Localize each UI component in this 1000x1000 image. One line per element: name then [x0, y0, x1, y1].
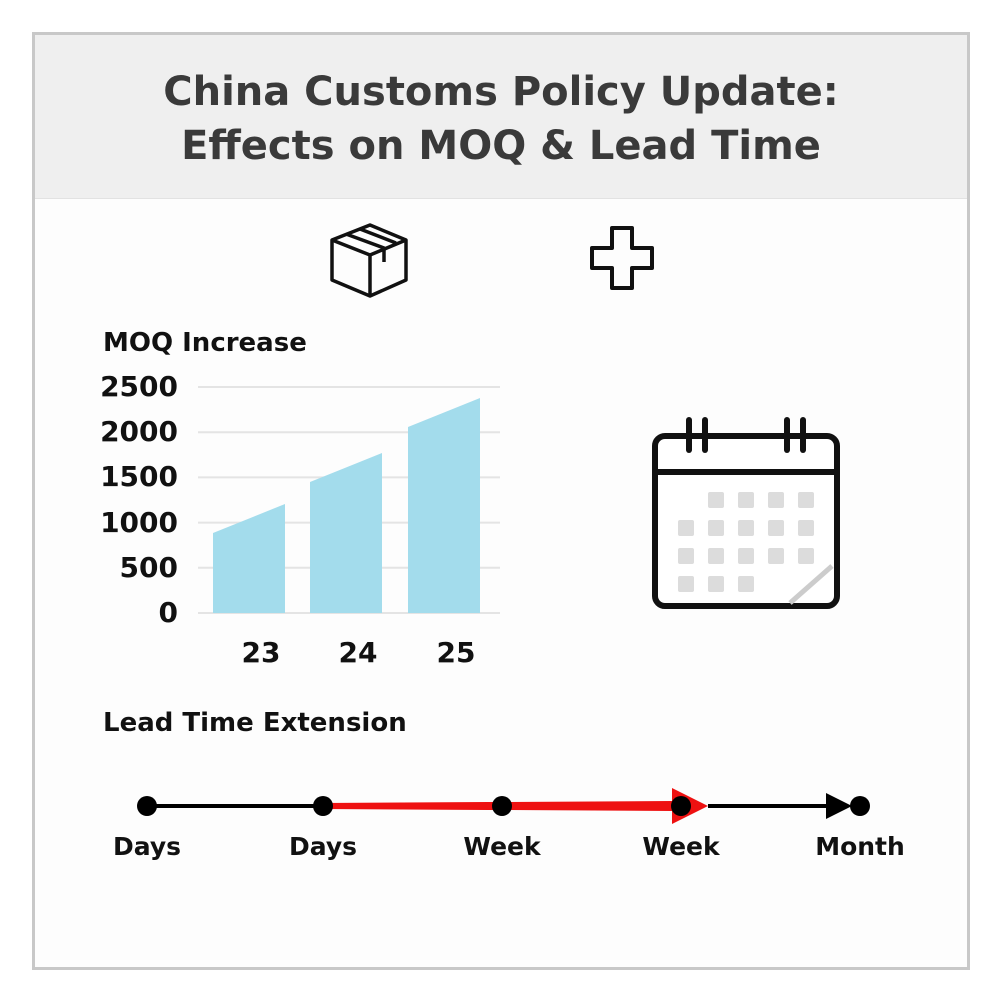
timeline-label: Week	[642, 832, 720, 861]
calendar-day	[678, 548, 694, 564]
y-tick-label: 500	[119, 550, 178, 584]
timeline-point	[492, 796, 512, 816]
y-tick-label: 2000	[100, 415, 178, 449]
y-tick-label: 1000	[100, 505, 178, 539]
calendar-day	[738, 548, 754, 564]
calendar-day	[798, 492, 814, 508]
timeline-point	[671, 796, 691, 816]
y-tick-label: 1500	[100, 460, 178, 494]
timeline-label: Week	[463, 832, 541, 861]
timeline-label: Month	[815, 832, 905, 861]
x-tick-label: 23	[241, 636, 281, 669]
timeline-extension-arrow	[323, 788, 708, 824]
calendar-day	[738, 492, 754, 508]
timeline-end-arrow	[826, 793, 852, 819]
calendar-day	[738, 520, 754, 536]
timeline-label: Days	[288, 832, 358, 861]
calendar-day	[738, 576, 754, 592]
calendar-icon	[652, 417, 840, 609]
title-line-2: Effects on MOQ & Lead Time	[181, 123, 821, 169]
calendar-day	[708, 576, 724, 592]
header: China Customs Policy Update: Effects on …	[35, 35, 967, 199]
timeline-title: Lead Time Extension	[103, 708, 407, 738]
x-tick-label: 25	[436, 636, 476, 669]
timeline-point	[313, 796, 333, 816]
x-tick-label: 24	[338, 636, 378, 669]
title-line-1: China Customs Policy Update:	[163, 69, 839, 115]
box-icon	[330, 223, 408, 298]
timeline-point	[137, 796, 157, 816]
calendar-day	[768, 492, 784, 508]
calendar-day	[798, 520, 814, 536]
calendar-day	[708, 548, 724, 564]
y-tick-label: 2500	[100, 370, 178, 403]
bar-23	[213, 503, 285, 613]
calendar-day	[768, 548, 784, 564]
calendar-day	[708, 492, 724, 508]
chart-title: MOQ Increase	[103, 328, 307, 358]
plus-icon	[590, 226, 654, 290]
calendar-day	[678, 576, 694, 592]
calendar-day	[798, 548, 814, 564]
calendar-day	[678, 520, 694, 536]
bar-25	[408, 398, 480, 613]
calendar-day	[768, 520, 784, 536]
y-tick-label: 0	[158, 596, 178, 629]
bar-24	[310, 452, 382, 613]
timeline-label: Days	[112, 832, 182, 861]
calendar-day	[708, 520, 724, 536]
timeline-point	[850, 796, 870, 816]
